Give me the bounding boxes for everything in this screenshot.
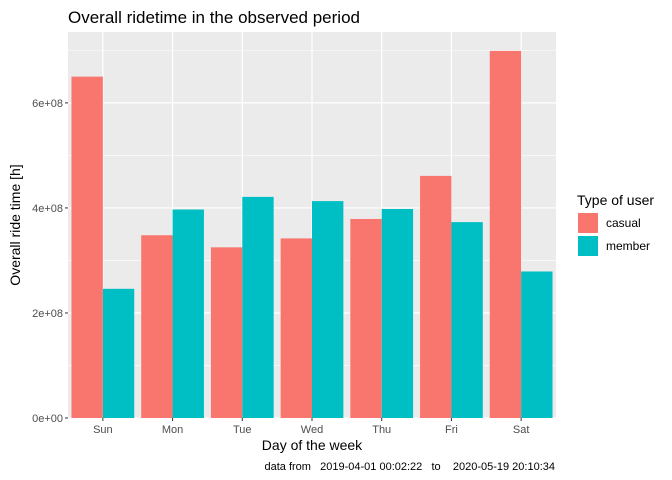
legend: Type of user casual member — [577, 192, 654, 256]
bar-casual-mon — [141, 235, 173, 418]
legend-title: Type of user — [577, 192, 654, 208]
bar-casual-sun — [71, 76, 103, 418]
x-tick-label: Mon — [162, 424, 183, 436]
x-tick-label: Sun — [93, 424, 113, 436]
x-axis: Sun Mon Tue Wed Thu Fri Sat — [93, 418, 529, 436]
x-axis-title: Day of the week — [262, 437, 363, 453]
bar-casual-tue — [210, 247, 243, 418]
bar-casual-thu — [350, 218, 382, 418]
bar-member-wed — [312, 201, 344, 418]
legend-label-member: member — [606, 239, 650, 253]
chart-title: Overall ridetime in the observed period — [68, 8, 360, 27]
caption: data from 2019-04-01 00:02:22 to 2020-05… — [265, 461, 556, 473]
bar-casual-sat — [489, 50, 522, 418]
legend-label-casual: casual — [606, 216, 641, 230]
bar-member-tue — [242, 196, 274, 418]
bar-member-fri — [451, 222, 483, 418]
x-tick-label: Sat — [513, 424, 530, 436]
bar-casual-fri — [420, 175, 452, 418]
x-tick-label: Tue — [233, 424, 252, 436]
y-tick-label: 6e+08 — [32, 98, 63, 110]
x-tick-label: Wed — [301, 424, 323, 436]
bar-casual-wed — [280, 238, 312, 418]
y-axis-title: Overall ride time [h] — [7, 164, 23, 285]
bar-member-sun — [102, 288, 135, 418]
bar-member-mon — [172, 209, 204, 418]
x-tick-label: Thu — [372, 424, 391, 436]
y-tick-label: 4e+08 — [32, 203, 63, 215]
y-tick-label: 0e+00 — [32, 413, 63, 425]
bar-member-thu — [381, 208, 414, 418]
y-tick-label: 2e+08 — [32, 308, 63, 320]
legend-key-casual — [578, 213, 598, 233]
y-axis: 0e+00 2e+08 4e+08 6e+08 — [32, 98, 68, 425]
legend-key-member — [578, 236, 598, 256]
bars — [71, 50, 553, 418]
x-tick-label: Fri — [445, 424, 458, 436]
bar-member-sat — [521, 271, 553, 418]
